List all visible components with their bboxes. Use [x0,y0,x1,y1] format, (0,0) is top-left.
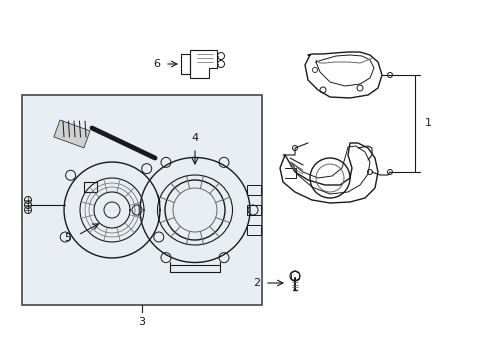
Text: 4: 4 [192,133,198,143]
Text: 2: 2 [253,278,261,288]
Bar [247,225,261,235]
Bar [22,95,262,305]
Text: 3: 3 [139,317,146,327]
Text: 5: 5 [65,233,72,243]
Bar [54,120,90,148]
Text: 1: 1 [425,118,432,128]
Polygon shape [305,52,382,98]
Bar [247,185,261,195]
Polygon shape [280,143,378,203]
Text: 6: 6 [153,59,161,69]
Bar [247,205,261,215]
